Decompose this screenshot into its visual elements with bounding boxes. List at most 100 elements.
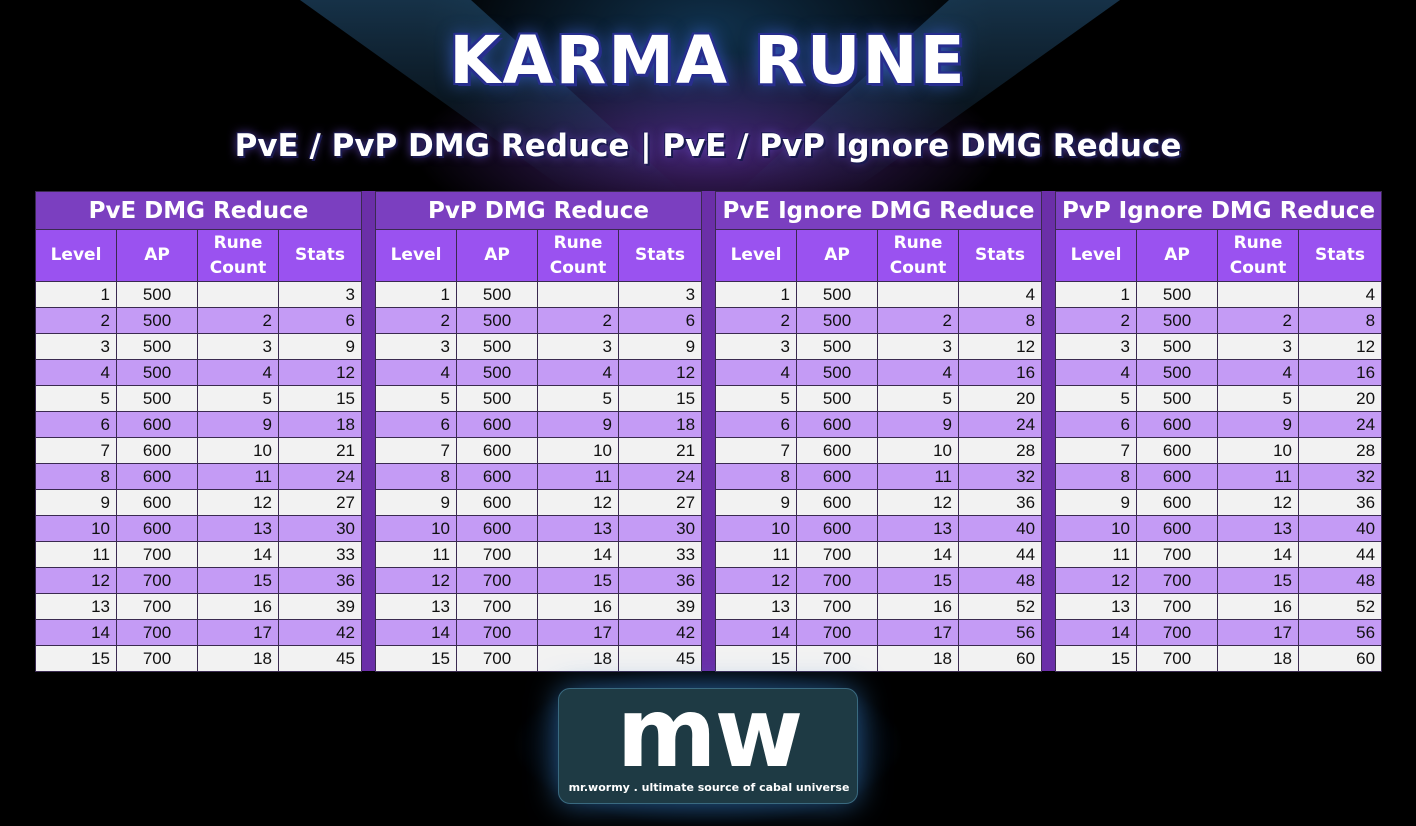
table-cell: 14 <box>375 619 457 646</box>
table-cell: 4 <box>375 359 457 386</box>
table-cell: 6 <box>617 307 703 334</box>
table-cell: 15 <box>197 567 279 594</box>
table-cell <box>877 281 959 308</box>
table-row: 12 700 15 36 <box>375 567 703 594</box>
table-cell: 12 <box>537 489 619 516</box>
table-row: 2 500 2 6 <box>35 307 363 334</box>
table-cell: 16 <box>957 359 1043 386</box>
table-cell: 500 <box>456 359 538 386</box>
table-pvp-ignore-dmg-reduce: PvP Ignore DMG Reduce Level AP Rune Count Sta… <box>1054 191 1383 672</box>
table-row: 11 700 14 33 <box>375 541 703 568</box>
table-cell: 5 <box>1217 385 1299 412</box>
table-row: 10 600 13 30 <box>375 515 703 542</box>
table-row: 15 700 18 60 <box>715 645 1043 672</box>
table-cell: 4 <box>35 359 117 386</box>
table-row: 6 600 9 18 <box>375 411 703 438</box>
table-group-title: PvE Ignore DMG Reduce <box>714 191 1043 230</box>
column-header: Stats <box>957 229 1043 282</box>
table-cell: 45 <box>277 645 363 672</box>
table-cell: 18 <box>1217 645 1299 672</box>
table-row: 12 700 15 48 <box>1055 567 1383 594</box>
table-cell: 6 <box>35 411 117 438</box>
table-cell: 30 <box>617 515 703 542</box>
table-cell: 4 <box>1217 359 1299 386</box>
table-cell: 2 <box>877 307 959 334</box>
table-cell: 36 <box>1297 489 1383 516</box>
table-cell: 1 <box>715 281 797 308</box>
column-header: Stats <box>617 229 703 282</box>
table-cell: 500 <box>1136 359 1218 386</box>
table-cell: 600 <box>116 489 198 516</box>
table-cell: 600 <box>456 515 538 542</box>
table-row: 13 700 16 52 <box>715 593 1043 620</box>
table-cell: 15 <box>35 645 117 672</box>
table-cell: 44 <box>957 541 1043 568</box>
table-cell: 500 <box>116 359 198 386</box>
table-row: 15 700 18 60 <box>1055 645 1383 672</box>
table-row: 12 700 15 48 <box>715 567 1043 594</box>
table-cell: 52 <box>1297 593 1383 620</box>
table-cell: 36 <box>617 567 703 594</box>
table-cell: 10 <box>537 437 619 464</box>
table-cell: 18 <box>537 645 619 672</box>
table-cell: 600 <box>116 515 198 542</box>
table-row: 3 500 3 9 <box>375 333 703 360</box>
table-row: 1 500 3 <box>35 281 363 308</box>
table-cell <box>537 281 619 308</box>
table-cell: 700 <box>796 593 878 620</box>
table-cell: 5 <box>35 385 117 412</box>
table-cell: 2 <box>197 307 279 334</box>
table-cell: 44 <box>1297 541 1383 568</box>
table-cell: 24 <box>617 463 703 490</box>
table-cell: 500 <box>796 385 878 412</box>
table-cell: 12 <box>877 489 959 516</box>
table-cell: 39 <box>277 593 363 620</box>
table-cell: 15 <box>277 385 363 412</box>
table-row: 13 700 16 39 <box>375 593 703 620</box>
table-pve-ignore-dmg-reduce: PvE Ignore DMG Reduce Level AP Rune Count Sta… <box>714 191 1043 672</box>
table-cell: 600 <box>1136 437 1218 464</box>
table-row: 4 500 4 16 <box>715 359 1043 386</box>
table-row: 6 600 9 24 <box>715 411 1043 438</box>
table-row: 9 600 12 27 <box>35 489 363 516</box>
table-cell: 45 <box>617 645 703 672</box>
table-cell: 16 <box>197 593 279 620</box>
column-header: Level <box>35 229 117 282</box>
table-cell: 10 <box>197 437 279 464</box>
table-cell: 8 <box>375 463 457 490</box>
table-cell: 6 <box>277 307 363 334</box>
table-row: 5 500 5 20 <box>1055 385 1383 412</box>
table-cell: 17 <box>537 619 619 646</box>
table-cell: 2 <box>375 307 457 334</box>
column-header: Level <box>375 229 457 282</box>
table-cell: 9 <box>197 411 279 438</box>
table-cell: 8 <box>715 463 797 490</box>
table-cell: 12 <box>197 489 279 516</box>
table-cell: 500 <box>796 359 878 386</box>
table-cell: 14 <box>35 619 117 646</box>
table-cell: 14 <box>877 541 959 568</box>
table-cell: 600 <box>796 437 878 464</box>
table-cell: 500 <box>456 333 538 360</box>
table-cell: 20 <box>1297 385 1383 412</box>
logo-tagline: mr.wormy . ultimate source of cabal univ… <box>568 781 850 794</box>
table-cell: 2 <box>537 307 619 334</box>
table-cell: 4 <box>537 359 619 386</box>
table-cell: 20 <box>957 385 1043 412</box>
table-cell: 24 <box>957 411 1043 438</box>
table-row: 7 600 10 21 <box>35 437 363 464</box>
table-cell: 14 <box>537 541 619 568</box>
table-cell: 14 <box>715 619 797 646</box>
table-cell: 600 <box>116 463 198 490</box>
table-cell: 12 <box>375 567 457 594</box>
table-cell: 4 <box>1297 281 1383 308</box>
table-cell: 500 <box>1136 385 1218 412</box>
table-cell: 18 <box>877 645 959 672</box>
table-cell: 15 <box>715 645 797 672</box>
table-cell: 700 <box>456 645 538 672</box>
table-cell: 6 <box>375 411 457 438</box>
table-cell: 33 <box>277 541 363 568</box>
table-cell: 16 <box>1217 593 1299 620</box>
table-cell: 3 <box>537 333 619 360</box>
table-cell: 7 <box>1055 437 1137 464</box>
